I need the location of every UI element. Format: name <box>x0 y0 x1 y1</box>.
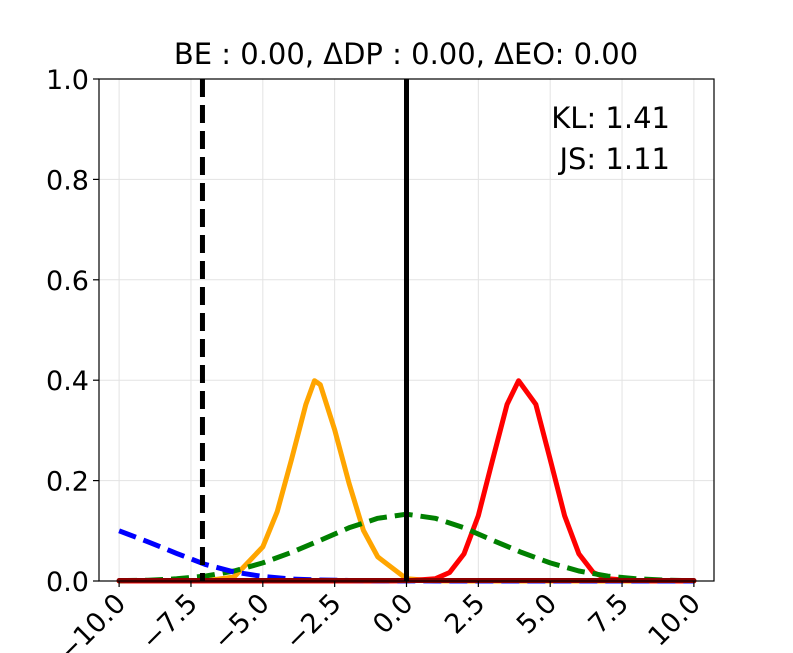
x-tick-label: 10.0 <box>642 588 706 652</box>
x-axis: −10.0 −7.5 −5.0 −2.5 0.0 2.5 5.0 7.5 10.0 <box>52 581 707 653</box>
vline-layer <box>199 79 409 581</box>
x-tick-label: 0.0 <box>367 588 419 640</box>
y-tick-label: 0.4 <box>46 366 89 397</box>
y-tick-label: 1.0 <box>46 65 89 96</box>
x-tick-label: −5.0 <box>207 588 275 653</box>
x-tick-label: 5.0 <box>511 588 563 640</box>
y-tick-label: 0.0 <box>46 567 89 598</box>
x-tick-label: 7.5 <box>583 588 635 640</box>
js-annotation: JS: 1.11 <box>557 142 670 176</box>
x-tick-label: −2.5 <box>279 588 347 653</box>
y-tick-label: 0.2 <box>46 467 89 498</box>
y-tick-label: 0.6 <box>46 266 89 297</box>
chart-title: BE : 0.00, ΔDP : 0.00, ΔEO: 0.00 <box>174 37 638 71</box>
y-axis: 0.0 0.2 0.4 0.6 0.8 1.0 <box>46 65 99 598</box>
x-tick-label: 2.5 <box>439 588 491 640</box>
x-tick-label: −7.5 <box>136 588 204 653</box>
kl-annotation: KL: 1.41 <box>551 101 670 135</box>
y-tick-label: 0.8 <box>46 165 89 196</box>
